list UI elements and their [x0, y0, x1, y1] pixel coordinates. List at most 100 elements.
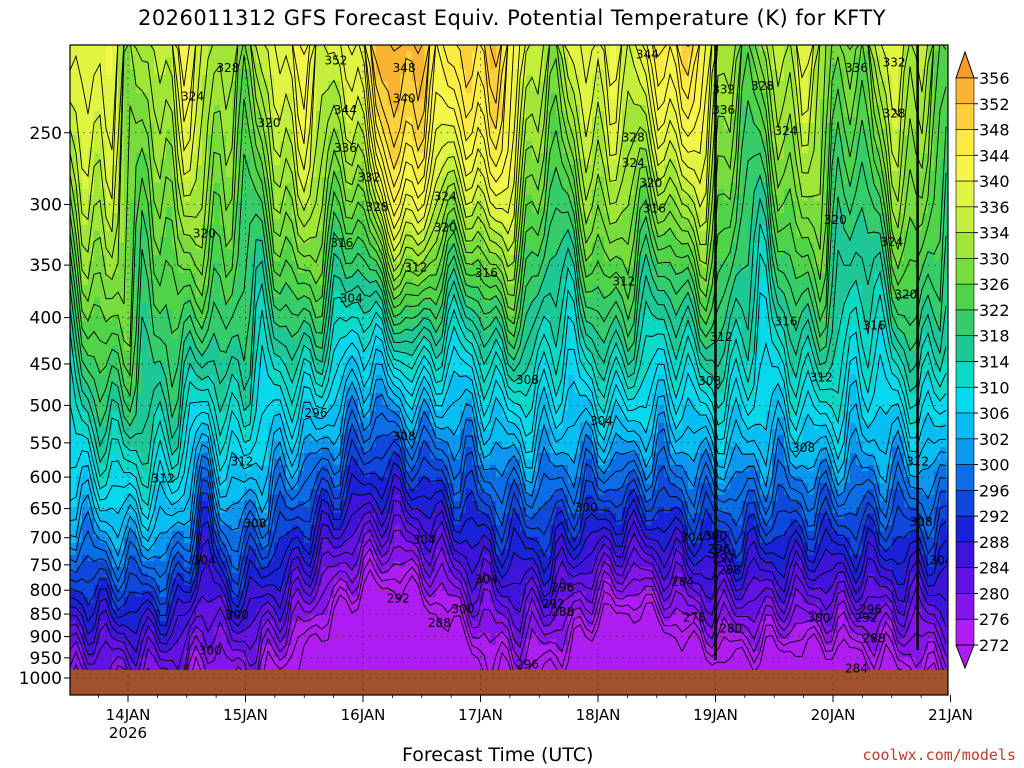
contour-lines [70, 45, 947, 682]
contour-line-292 [70, 450, 947, 617]
contour-label: 308 [698, 374, 721, 388]
contour-label: 296 [859, 602, 882, 616]
plot-area: 328 324 320 320 352 348 340 344 336 332 328 324 320 3… [70, 45, 953, 695]
contour-label: 328 [216, 61, 239, 75]
contour-label: 304 [681, 531, 704, 545]
colorbar-swatch [955, 283, 975, 311]
contour-line-324 [70, 52, 947, 378]
contour-label: 328 [366, 200, 389, 214]
y-tick-label: 550 [30, 434, 62, 454]
contour-label: 332 [883, 55, 906, 69]
colorbar-label: 276 [979, 610, 1010, 629]
contour-label: 304 [590, 414, 613, 428]
contour-label: 320 [894, 287, 917, 301]
colorbar-swatch [955, 258, 975, 285]
x-tick-label: 18JAN [576, 706, 621, 724]
contour-label: 348 [393, 61, 416, 75]
colorbar-label: 314 [979, 353, 1010, 372]
contour-label: 324 [181, 90, 204, 104]
contour-line-322 [70, 100, 947, 398]
y-tick-label: 650 [30, 500, 62, 520]
contour-label: 304 [340, 291, 363, 305]
colorbar-label: 344 [979, 146, 1010, 165]
contour-line-308 [70, 335, 947, 521]
contour-label: 344 [334, 103, 357, 117]
x-axis-label: Forecast Time (UTC) [402, 744, 594, 766]
contour-label: 316 [643, 201, 666, 215]
contour-line-310 [70, 291, 947, 507]
contour-line-336 [70, 45, 905, 253]
contour-label: 292 [387, 592, 410, 606]
y-tick-label: 350 [30, 256, 62, 276]
contour-label: 332 [712, 83, 735, 97]
colorbar-label: 300 [979, 456, 1010, 475]
chart-title: 2026011312 GFS Forecast Equiv. Potential… [137, 6, 887, 30]
colorbar-label: 302 [979, 430, 1010, 449]
contour-label: 300 [575, 500, 598, 514]
contour-label: 292 [854, 611, 877, 625]
contour-label: 308 [792, 441, 815, 455]
contour-label: 328 [883, 106, 906, 120]
colorbar-swatch [955, 541, 975, 568]
colorbar-swatch [955, 567, 975, 594]
contour-label: 324 [775, 124, 798, 138]
contour-label: 296 [516, 657, 539, 671]
y-tick-label: 250 [30, 124, 62, 144]
contour-label: 320 [258, 116, 281, 130]
colorbar-swatch [955, 309, 975, 337]
y-tick-label: 300 [30, 195, 62, 215]
contour-label: 308 [243, 516, 266, 530]
contour-line-290 [70, 461, 947, 627]
contour-label: 324 [880, 235, 903, 249]
contour-line-280 [70, 529, 947, 682]
contour-line-340 [104, 45, 712, 230]
x-tick-label: 19JAN [693, 706, 738, 724]
gridlines [70, 45, 948, 695]
contour-label: 328 [622, 130, 645, 144]
colorbar-label: 310 [979, 378, 1010, 397]
contour-label: 288 [428, 616, 451, 630]
contour-label: 308 [393, 429, 416, 443]
colorbar-arrow-bottom [955, 644, 975, 670]
contour-line-314 [70, 223, 947, 465]
colorbar-swatch [955, 103, 975, 130]
contour-label: 284 [845, 661, 868, 675]
contour-label: 288 [718, 563, 741, 577]
contour-label: 296 [708, 542, 731, 556]
contour-label: 312 [710, 330, 733, 344]
contour-label: 320 [824, 213, 847, 227]
contour-label: 300 [226, 608, 249, 622]
colorbar-label: 326 [979, 275, 1010, 294]
contour-labels: 328 324 320 320 352 348 340 344 336 332 328 324 320 3… [152, 48, 953, 676]
contour-label: 300 [807, 611, 830, 625]
y-tick-label: 750 [30, 556, 62, 576]
plot-frame [69, 44, 949, 696]
contour-line-284 [70, 499, 947, 668]
contour-label: 312 [231, 455, 254, 469]
contour-label: 312 [612, 275, 635, 289]
contour-label: 288 [863, 631, 886, 645]
contour-line-320 [70, 152, 947, 414]
colorbar-label: 284 [979, 559, 1010, 578]
colorbar-label: 348 [979, 121, 1010, 140]
x-tick-label: 21JAN [928, 706, 973, 724]
contour-line-328 [70, 45, 935, 305]
colorbar-swatch [955, 129, 975, 156]
colorbar-swatch [955, 77, 975, 105]
contour-label: 312 [404, 260, 427, 274]
colorbar-swatch [955, 232, 975, 259]
contour-label: 304 [475, 572, 498, 586]
y-tick-label: 400 [30, 309, 62, 329]
colorbar-label: 306 [979, 404, 1010, 423]
contour-label: 304 [193, 554, 216, 568]
contour-line-332 [70, 45, 934, 273]
contour-line-304 [70, 363, 947, 543]
colorbar-label: 288 [979, 533, 1010, 552]
colorbar-swatch [955, 515, 975, 543]
colorbar-arrow-top [955, 50, 975, 79]
contour-label: 336 [334, 141, 357, 155]
colorbar-label: 272 [979, 636, 1010, 655]
contour-label: 304 [930, 554, 953, 568]
contour-label: 276 [683, 610, 706, 624]
contour-line-282 [70, 514, 947, 682]
